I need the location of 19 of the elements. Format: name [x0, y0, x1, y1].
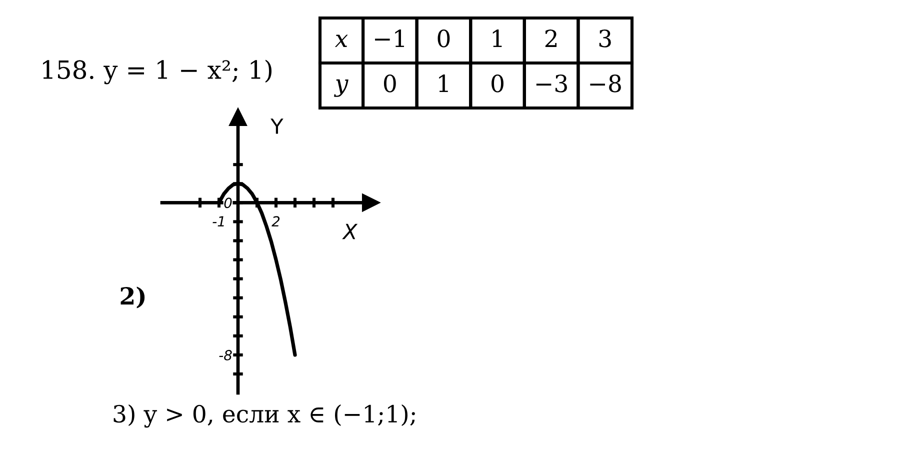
text: 0 — [384, 74, 396, 92]
text: 3) y > 0, если x ∈ (−1;1); — [114, 404, 415, 428]
text: y — [334, 79, 348, 97]
text: 2 — [545, 29, 557, 48]
text: 3 — [599, 29, 611, 48]
chart-title: 158. y = 1 − x²; 1) — [43, 60, 272, 84]
text: 1 — [439, 74, 448, 92]
text: 0 — [438, 29, 450, 48]
text: 0 — [492, 74, 504, 92]
text: x — [334, 34, 348, 48]
text: −1 — [375, 29, 404, 48]
x-tick-label: -1 — [212, 216, 224, 226]
x-axis-title: X — [342, 224, 358, 240]
y-axis-title: Y — [270, 118, 284, 134]
text: 2) — [120, 286, 145, 308]
text: −3 — [536, 74, 567, 92]
y-tick-label: -8 — [219, 350, 232, 360]
text: −8 — [590, 74, 621, 92]
text: 1 — [492, 29, 502, 48]
